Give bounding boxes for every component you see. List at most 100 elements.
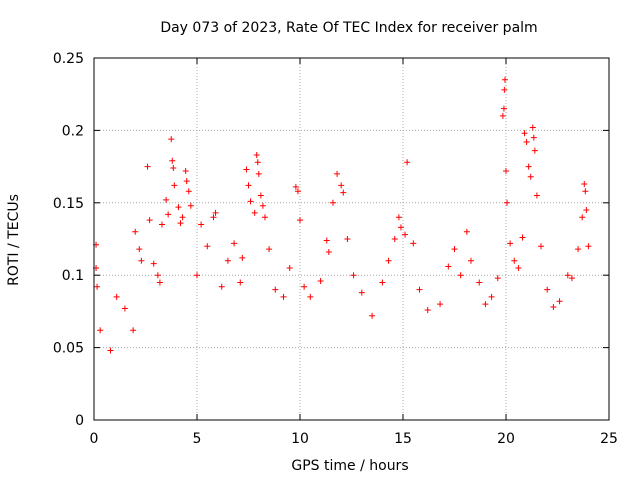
data-point: [255, 170, 262, 177]
data-point: [179, 214, 186, 221]
data-point: [317, 277, 324, 284]
y-tick-label: 0.25: [53, 51, 84, 67]
plot-frame: [93, 57, 610, 421]
data-point: [163, 196, 170, 203]
data-point: [245, 182, 252, 189]
data-point: [239, 254, 246, 261]
data-point: [402, 231, 409, 238]
data-point: [194, 272, 200, 279]
data-point: [266, 246, 273, 253]
data-point: [261, 214, 268, 221]
data-point: [544, 286, 551, 293]
data-point: [503, 167, 509, 174]
data-point: [237, 279, 244, 286]
data-point: [325, 249, 332, 256]
data-point: [525, 163, 532, 170]
data-point: [185, 188, 192, 195]
data-point: [529, 124, 536, 131]
data-point: [457, 272, 464, 279]
data-point: [527, 173, 534, 180]
data-point: [507, 240, 514, 247]
data-point: [350, 272, 357, 279]
data-point: [204, 243, 211, 250]
data-point: [463, 228, 470, 235]
data-point: [247, 198, 254, 205]
data-point: [272, 286, 279, 293]
data-point: [130, 327, 137, 334]
x-axis-label: GPS time / hours: [291, 458, 408, 474]
data-point: [243, 166, 250, 173]
data-point: [259, 202, 266, 209]
data-point: [391, 236, 398, 242]
data-point: [583, 207, 590, 214]
data-point: [523, 138, 530, 145]
grid-lines: [94, 58, 609, 420]
data-point: [531, 147, 538, 154]
x-tick-label: 15: [394, 431, 412, 447]
data-point: [582, 188, 589, 195]
data-point: [113, 293, 120, 300]
data-point: [521, 130, 528, 137]
y-axis-label: ROTI / TECUs: [6, 194, 22, 286]
data-point: [538, 243, 545, 250]
data-point: [294, 188, 301, 195]
data-point: [146, 217, 153, 224]
data-point: [280, 293, 287, 300]
x-tick-label: 0: [90, 431, 99, 447]
data-point: [253, 152, 260, 159]
data-point: [416, 286, 423, 293]
data-point: [340, 189, 347, 196]
y-tick-label: 0.15: [53, 196, 84, 212]
data-point: [121, 305, 128, 312]
data-point: [175, 204, 182, 211]
data-point: [424, 306, 431, 313]
data-point: [329, 199, 336, 206]
data-point: [445, 263, 452, 270]
data-point: [150, 260, 157, 267]
axis-ticks: 0 5 10 15 20 25 0 0.05 0.1 0.15 0.2 0.25: [53, 51, 618, 447]
data-point: [307, 293, 314, 300]
data-point: [501, 76, 508, 83]
data-point: [476, 279, 483, 286]
data-point: [515, 264, 522, 271]
data-point: [257, 192, 264, 199]
data-point: [397, 224, 404, 231]
data-point: [488, 293, 495, 300]
data-point: [338, 182, 345, 189]
chart-title: Day 073 of 2023, Rate Of TEC Index for r…: [160, 20, 537, 36]
data-point: [385, 257, 392, 264]
data-point: [292, 183, 299, 190]
data-point: [585, 243, 592, 250]
data-point: [165, 211, 172, 218]
data-point: [144, 163, 151, 170]
data-point: [550, 304, 557, 311]
data-point: [519, 234, 526, 241]
data-point: [410, 240, 417, 247]
data-point: [530, 134, 537, 141]
data-point: [97, 327, 104, 334]
y-tick-label: 0.05: [53, 341, 84, 357]
data-point: [369, 312, 376, 319]
data-point: [183, 178, 190, 185]
data-point: [169, 157, 176, 164]
data-point: [212, 209, 219, 216]
x-tick-label: 25: [600, 431, 618, 447]
data-point: [358, 289, 365, 296]
data-point: [500, 105, 507, 112]
data-point: [581, 180, 588, 187]
data-point: [132, 228, 139, 235]
data-point: [344, 236, 351, 242]
data-points: [93, 76, 592, 354]
y-tick-label: 0: [75, 413, 84, 429]
x-tick-label: 5: [193, 431, 202, 447]
data-point: [564, 272, 571, 279]
data-point: [323, 237, 330, 244]
data-point: [177, 220, 184, 227]
data-point: [158, 221, 165, 228]
data-point: [395, 214, 402, 221]
data-point: [218, 283, 225, 290]
data-point: [301, 283, 308, 290]
data-point: [504, 199, 511, 206]
data-point: [568, 275, 575, 282]
data-point: [251, 209, 258, 216]
